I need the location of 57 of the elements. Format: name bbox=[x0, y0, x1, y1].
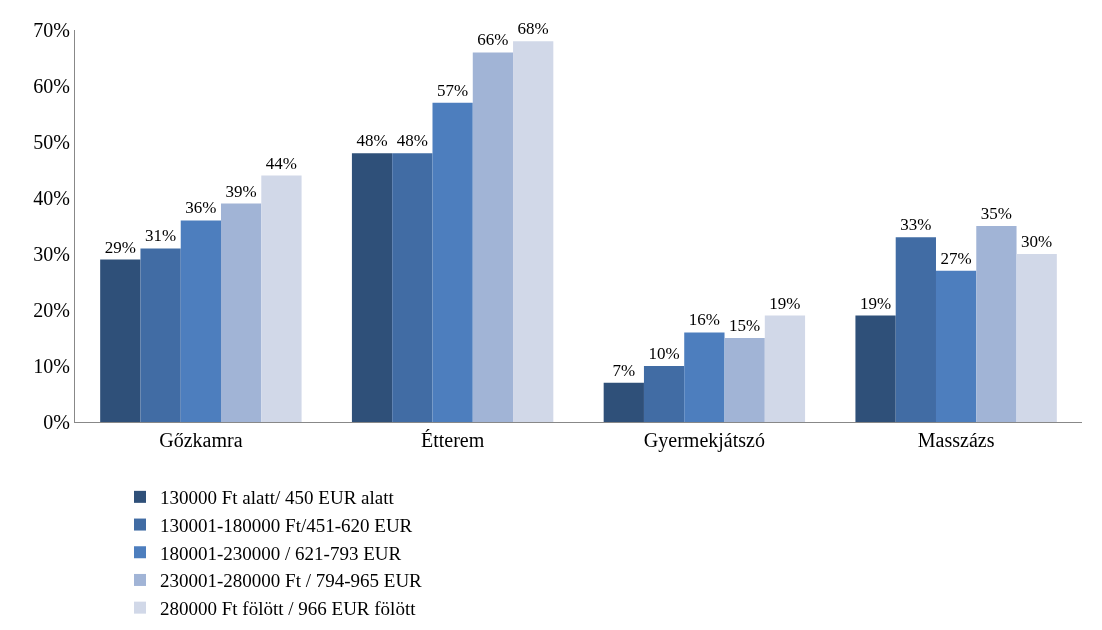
y-tick-label: 60% bbox=[33, 75, 70, 97]
bar bbox=[392, 153, 433, 422]
data-label: 36% bbox=[185, 198, 217, 218]
y-tick-label: 40% bbox=[33, 187, 70, 209]
data-label: 19% bbox=[859, 293, 892, 313]
data-label: 29% bbox=[104, 237, 136, 257]
bar bbox=[764, 315, 806, 422]
data-label: 48% bbox=[396, 131, 428, 151]
data-label: 16% bbox=[688, 310, 720, 330]
y-tick-label: 20% bbox=[33, 299, 70, 321]
bar bbox=[140, 248, 181, 422]
bar bbox=[976, 226, 1017, 422]
bar bbox=[513, 41, 554, 422]
data-label: 15% bbox=[729, 316, 761, 335]
legend-label: 130001-180000 Ft/451-620 EUR bbox=[160, 514, 413, 536]
data-label: 27% bbox=[940, 248, 972, 268]
bar bbox=[724, 338, 765, 422]
data-label: 35% bbox=[980, 204, 1012, 223]
bar bbox=[935, 270, 977, 422]
data-label: 57% bbox=[437, 80, 469, 100]
bar bbox=[684, 332, 725, 422]
data-label: 33% bbox=[900, 215, 932, 235]
bar bbox=[221, 203, 262, 422]
bar bbox=[261, 175, 302, 422]
bar bbox=[603, 382, 644, 422]
data-label: 39% bbox=[225, 181, 257, 201]
y-tick-label: 50% bbox=[33, 131, 70, 153]
y-tick-label: 0% bbox=[43, 411, 70, 433]
data-label: 48% bbox=[356, 131, 388, 151]
data-label: 44% bbox=[265, 153, 298, 173]
data-label: 66% bbox=[477, 30, 509, 50]
x-tick-label: Masszázs bbox=[917, 429, 995, 451]
legend-label: 130000 Ft alatt/ 450 EUR alatt bbox=[160, 487, 395, 509]
bar bbox=[351, 153, 393, 422]
data-label: 68% bbox=[517, 19, 549, 39]
data-label: 30% bbox=[1021, 232, 1053, 251]
x-tick-label: Gőzkamra bbox=[159, 429, 243, 451]
bar bbox=[180, 220, 222, 422]
bar bbox=[855, 315, 896, 422]
data-label: 19% bbox=[769, 293, 801, 313]
y-tick-label: 30% bbox=[33, 243, 70, 265]
x-tick-label: Gyermekjátszó bbox=[643, 429, 765, 452]
bar bbox=[1016, 254, 1057, 422]
legend-label: 180001-230000 / 621-793 EUR bbox=[160, 542, 402, 564]
legend-label: 230001-280000 Ft / 794-965 EUR bbox=[160, 570, 423, 592]
bar bbox=[895, 237, 936, 422]
bar bbox=[432, 102, 473, 422]
data-label: 10% bbox=[648, 344, 680, 363]
bar bbox=[643, 366, 685, 422]
legend-label: 280000 Ft fölött / 966 EUR fölött bbox=[160, 598, 417, 620]
bar bbox=[100, 259, 141, 422]
y-tick-label: 70% bbox=[33, 19, 70, 41]
x-tick-label: Étterem bbox=[420, 429, 485, 451]
data-label: 31% bbox=[145, 226, 177, 246]
data-label: 7% bbox=[612, 360, 636, 380]
y-tick-label: 10% bbox=[33, 355, 70, 377]
bar bbox=[472, 52, 514, 422]
